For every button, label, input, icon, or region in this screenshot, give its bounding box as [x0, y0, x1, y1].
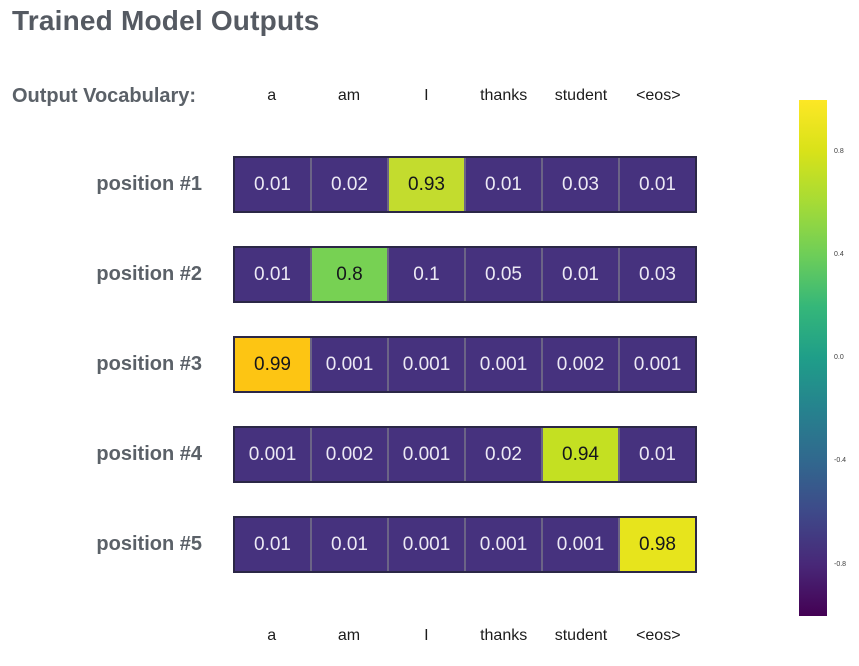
output-vocabulary-label: Output Vocabulary: — [12, 85, 197, 107]
row-label: position #5 — [96, 533, 202, 555]
heatmap-cell: 0.01 — [235, 248, 310, 301]
heatmap-cell: 0.001 — [235, 428, 310, 481]
heatmap-cell: 0.01 — [541, 248, 618, 301]
heatmap-cell: 0.001 — [464, 518, 541, 571]
row-label: position #1 — [96, 173, 202, 195]
heatmap-row: 0.99 0.001 0.001 0.001 0.002 0.001 — [233, 336, 697, 393]
row-label: position #4 — [96, 443, 202, 465]
colorbar-tick-label: 0.0 — [834, 354, 844, 361]
heatmap-cell: 0.002 — [541, 338, 618, 391]
heatmap-cell: 0.03 — [618, 248, 695, 301]
heatmap-cell: 0.01 — [235, 158, 310, 211]
col-header: student — [554, 627, 608, 644]
heatmap-cell: 0.98 — [618, 518, 695, 571]
colorbar-tick-label: -0.4 — [834, 457, 847, 464]
heatmap-row: 0.001 0.002 0.001 0.02 0.94 0.01 — [233, 426, 697, 483]
page-title: Trained Model Outputs — [12, 5, 320, 36]
heatmap-cell: 0.001 — [464, 338, 541, 391]
col-header: a — [267, 87, 277, 104]
column-headers-bottom: a am I thanks student <eos> — [233, 624, 697, 648]
column-headers-top: a am I thanks student <eos> — [233, 84, 697, 108]
colorbar-tick-label: 0.4 — [834, 251, 844, 258]
col-header: a — [267, 627, 277, 644]
heatmap-cell: 0.001 — [541, 518, 618, 571]
row-label: position #2 — [96, 263, 202, 285]
heatmap-cell: 0.94 — [541, 428, 618, 481]
heatmap-cell: 0.02 — [310, 158, 387, 211]
heatmap-cell: 0.01 — [618, 428, 695, 481]
col-header: thanks — [480, 627, 528, 644]
colorbar-gradient — [799, 100, 827, 616]
colorbar-tick-label: 0.8 — [834, 148, 844, 155]
heatmap-cell: 0.001 — [387, 338, 464, 391]
heatmap-cell: 0.05 — [464, 248, 541, 301]
heatmap-cell: 0.1 — [387, 248, 464, 301]
heatmap-cell: 0.001 — [387, 518, 464, 571]
heatmap-row: 0.01 0.01 0.001 0.001 0.001 0.98 — [233, 516, 697, 573]
col-header: thanks — [480, 87, 528, 104]
col-header: I — [424, 627, 429, 644]
heatmap-cell: 0.001 — [618, 338, 695, 391]
col-header: am — [337, 87, 361, 104]
col-header: <eos> — [636, 627, 681, 644]
heatmap-cell: 0.01 — [235, 518, 310, 571]
heatmap-cell: 0.01 — [618, 158, 695, 211]
heatmap-cell: 0.001 — [310, 338, 387, 391]
heatmap-cell: 0.8 — [310, 248, 387, 301]
heatmap-row: 0.01 0.02 0.93 0.01 0.03 0.01 — [233, 156, 697, 213]
heatmap-cell: 0.02 — [464, 428, 541, 481]
heatmap-cell: 0.99 — [235, 338, 310, 391]
col-header: <eos> — [636, 87, 681, 104]
heatmap-cell: 0.01 — [310, 518, 387, 571]
col-header: student — [554, 87, 608, 104]
heatmap-cell: 0.93 — [387, 158, 464, 211]
row-label: position #3 — [96, 353, 202, 375]
heatmap-cell: 0.03 — [541, 158, 618, 211]
col-header: am — [337, 627, 361, 644]
heatmap-cell: 0.01 — [464, 158, 541, 211]
heatmap-cell: 0.001 — [387, 428, 464, 481]
colorbar-tick-label: -0.8 — [834, 561, 847, 568]
heatmap-cell: 0.002 — [310, 428, 387, 481]
col-header: I — [424, 87, 429, 104]
heatmap-row: 0.01 0.8 0.1 0.05 0.01 0.03 — [233, 246, 697, 303]
